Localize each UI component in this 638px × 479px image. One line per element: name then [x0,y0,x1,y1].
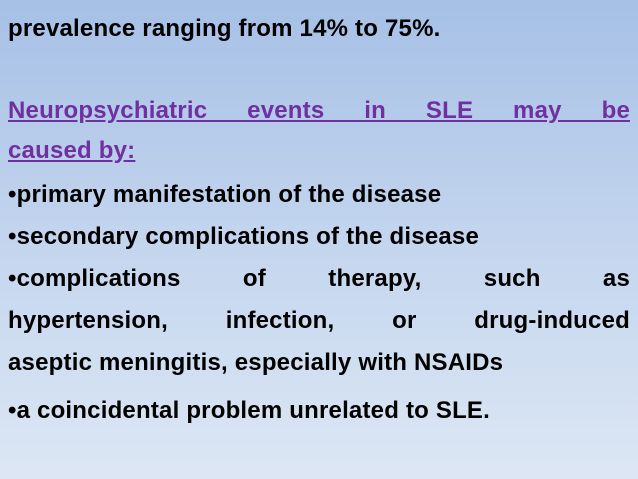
bullet-line: hypertension, infection, or drug-induced [8,307,630,334]
heading-line: Neuropsychiatric events in SLE may be [8,97,630,124]
intro-text: prevalence ranging from 14% to 75%. [8,15,441,42]
bullet-line: •a coincidental problem unrelated to SLE… [8,397,491,424]
bullet-line: •primary manifestation of the disease [8,181,442,208]
bullet-line: aseptic meningitis, especially with NSAI… [8,349,504,376]
bullet-line: •secondary complications of the disease [8,223,480,250]
heading-line: caused by: [8,137,136,164]
bullet-line: •complications of therapy, such as [8,265,630,292]
